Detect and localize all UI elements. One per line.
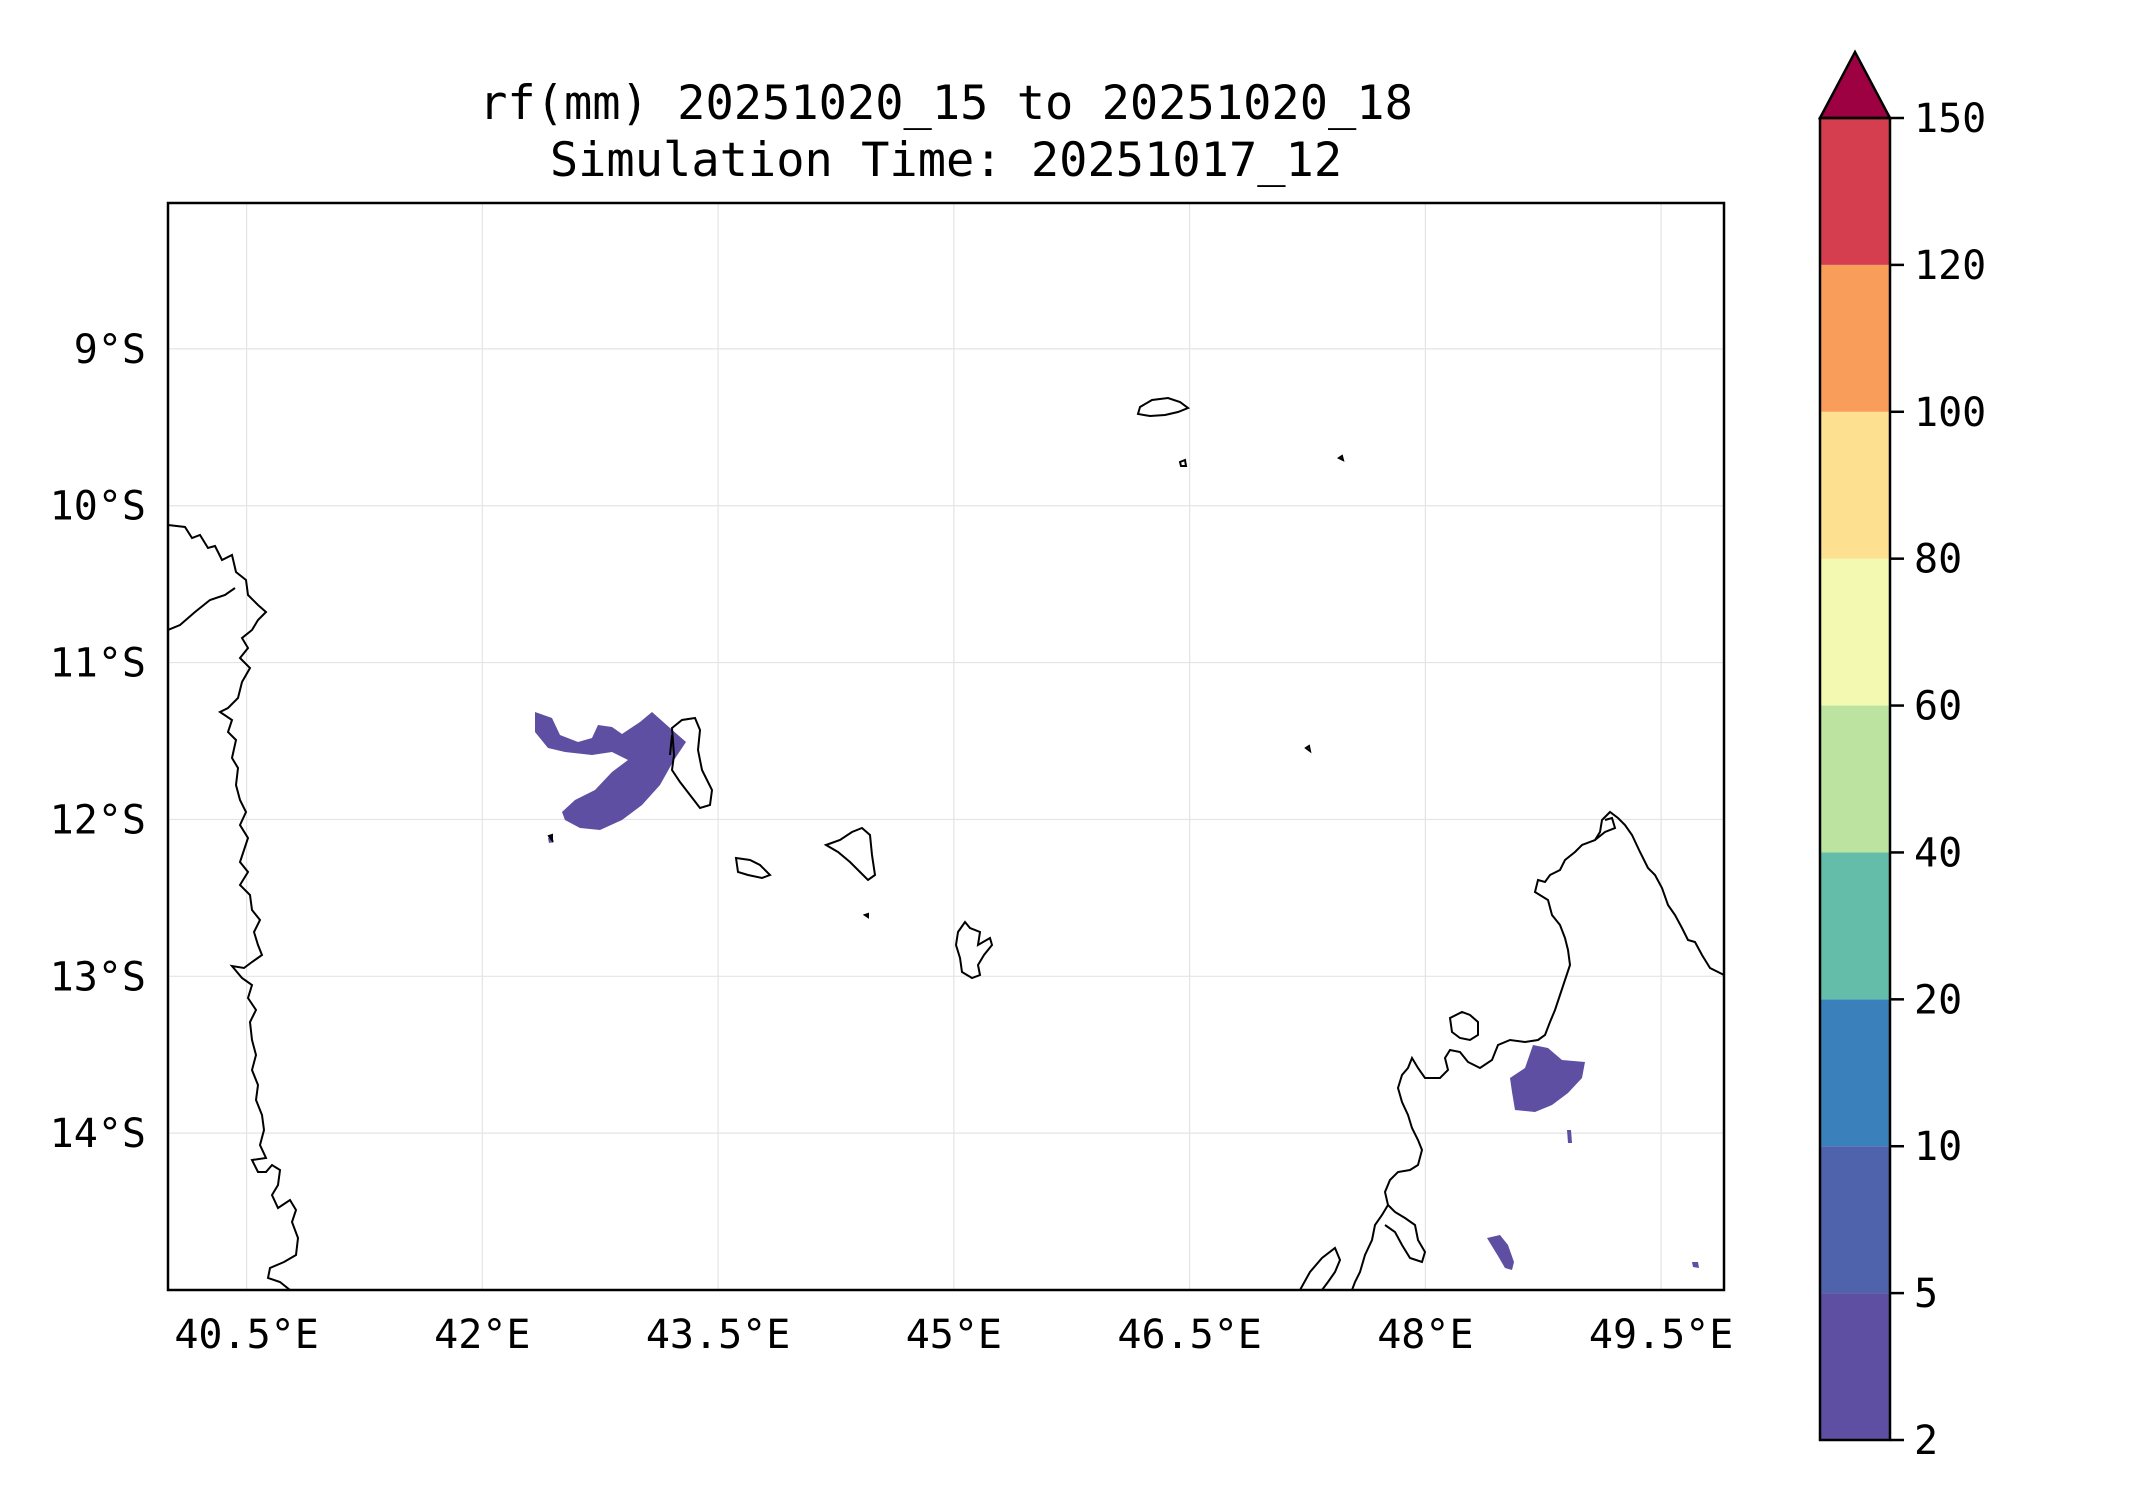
coastline-grande-comore xyxy=(670,716,714,810)
colorbar-tick-label: 2 xyxy=(1914,1418,1938,1464)
colorbar-segment xyxy=(1820,118,1890,265)
rainfall-area-comoros-west xyxy=(535,712,686,830)
colorbar-tick-label: 120 xyxy=(1914,243,1986,289)
colorbar-segment xyxy=(1820,264,1890,412)
coastline-madagascar-north-tip xyxy=(1594,816,1617,841)
colorbar-tick-label: 60 xyxy=(1914,684,1962,730)
coastline-islet-1 xyxy=(1178,458,1188,467)
lat-tick-label: 12°S xyxy=(50,797,146,843)
coastline-anjouan xyxy=(823,826,877,882)
colorbar-extend-arrow xyxy=(1817,49,1893,120)
coastline-comoros-line xyxy=(669,734,673,756)
map-frame xyxy=(166,201,1726,1292)
coastline-nosy-be xyxy=(1448,1010,1479,1042)
rainfall-area-madagascar-sw xyxy=(1487,1235,1514,1270)
lat-tick-label: 9°S xyxy=(74,327,146,373)
lon-tick-label: 40.5°E xyxy=(174,1312,319,1358)
coastline-aldabra xyxy=(1136,396,1191,418)
map-area xyxy=(168,203,1724,1290)
colorbar: 2 5 10 20 40 60 80 100 120 150 xyxy=(1817,49,1986,1464)
colorbar-segment xyxy=(1820,411,1890,559)
rainfall-area-madagascar-se xyxy=(1692,1262,1699,1268)
coastline-africa-north xyxy=(168,587,236,631)
longitude-tick-labels: 40.5°E 42°E 43.5°E 45°E 46.5°E 48°E 49.5°E xyxy=(174,1312,1733,1358)
coastline-madagascar-inlet xyxy=(1384,1204,1427,1264)
coastline-moheli xyxy=(734,856,772,880)
lon-tick-label: 48°E xyxy=(1377,1312,1473,1358)
rainfall-area-madagascar-tiny xyxy=(1567,1130,1572,1143)
lat-tick-label: 11°S xyxy=(50,641,146,687)
map-subtitle: Simulation Time: 20251017_12 xyxy=(549,133,1343,188)
gridlines xyxy=(168,203,1724,1290)
colorbar-tick-label: 40 xyxy=(1914,830,1962,876)
colorbar-tick-label: 100 xyxy=(1914,390,1986,436)
coastline-mayotte xyxy=(954,920,994,980)
map-title: rf(mm) 20251020_15 to 20251020_18 xyxy=(479,76,1413,131)
coastline-madagascar-bay xyxy=(1299,1246,1342,1290)
lat-tick-label: 14°S xyxy=(50,1111,146,1157)
colorbar-segment xyxy=(1820,1146,1890,1294)
colorbar-tick-label: 80 xyxy=(1914,537,1962,583)
colorbar-tick-label: 5 xyxy=(1914,1271,1938,1317)
lon-tick-label: 49.5°E xyxy=(1589,1312,1734,1358)
colorbar-tick-label: 150 xyxy=(1914,96,1986,142)
lon-tick-label: 42°E xyxy=(434,1312,530,1358)
rainfall-area-madagascar-nw xyxy=(1510,1045,1585,1112)
coastline-islet-2 xyxy=(1337,454,1345,462)
colorbar-segment xyxy=(1820,558,1890,706)
coastline-islet-4 xyxy=(862,912,869,919)
lat-tick-label: 10°S xyxy=(50,484,146,530)
coastline-madagascar xyxy=(1351,810,1724,1290)
lon-tick-label: 45°E xyxy=(906,1312,1002,1358)
coastline-africa xyxy=(168,524,300,1290)
colorbar-segment xyxy=(1820,1293,1890,1440)
coastline-islet-3 xyxy=(1304,744,1312,754)
lon-tick-label: 43.5°E xyxy=(646,1312,791,1358)
colorbar-segment xyxy=(1820,999,1890,1147)
coastlines xyxy=(168,396,1724,1290)
colorbar-segment xyxy=(1820,852,1890,1000)
colorbar-tick-label: 10 xyxy=(1914,1124,1962,1170)
colorbar-outline xyxy=(1818,116,1892,1442)
coastline-islet-5 xyxy=(547,833,553,843)
lon-tick-label: 46.5°E xyxy=(1117,1312,1262,1358)
colorbar-tick-label: 20 xyxy=(1914,977,1962,1023)
latitude-tick-labels: 9°S 10°S 11°S 12°S 13°S 14°S xyxy=(50,327,146,1157)
colorbar-segment xyxy=(1820,705,1890,853)
lat-tick-label: 13°S xyxy=(50,954,146,1000)
